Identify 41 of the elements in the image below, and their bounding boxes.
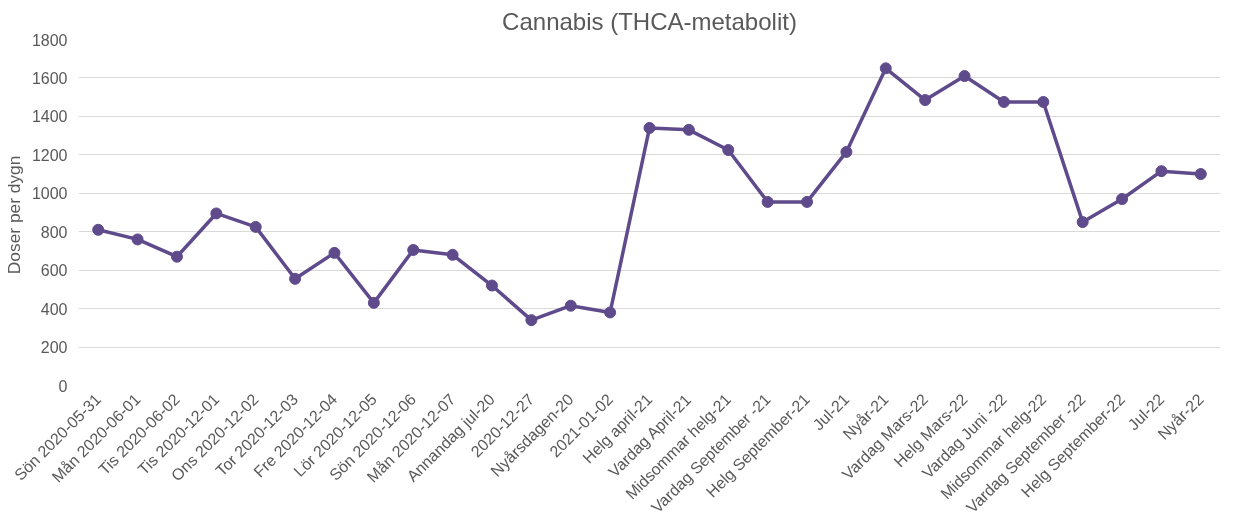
point — [249, 220, 262, 233]
point — [840, 145, 853, 158]
y-tick-label: 1200 — [31, 146, 68, 164]
y-tick-label: 1400 — [31, 108, 68, 126]
point — [170, 250, 183, 263]
point — [604, 306, 617, 319]
point — [485, 279, 498, 292]
point — [958, 70, 971, 83]
y-tick-label: 1000 — [31, 185, 68, 203]
point — [367, 296, 380, 309]
point — [643, 121, 656, 134]
point — [879, 62, 892, 75]
point — [1116, 193, 1129, 206]
chart-title: Cannabis (THCA-metabolit) — [502, 7, 797, 35]
point — [131, 233, 144, 246]
point — [722, 144, 735, 157]
y-tick-label: 200 — [40, 339, 68, 357]
y-tick-label: 800 — [40, 223, 68, 241]
point — [210, 207, 223, 220]
point — [1037, 95, 1050, 108]
point — [761, 195, 774, 208]
point — [289, 272, 302, 285]
y-tick-label: 400 — [40, 300, 68, 318]
point — [564, 299, 577, 312]
point — [801, 195, 814, 208]
point — [1155, 165, 1168, 178]
point — [525, 314, 538, 327]
point — [446, 248, 459, 261]
y-tick-label: 1600 — [31, 69, 68, 87]
point — [1194, 168, 1207, 181]
point — [328, 246, 341, 259]
point — [997, 95, 1010, 108]
point — [92, 223, 105, 236]
y-axis-title: Doser per dygn — [3, 155, 24, 275]
point — [919, 94, 932, 107]
point — [682, 123, 695, 136]
y-tick-label: 1800 — [31, 31, 68, 49]
point — [1076, 216, 1089, 229]
y-tick-label: 0 — [58, 377, 68, 395]
point — [407, 243, 420, 256]
y-tick-label: 600 — [40, 262, 68, 280]
